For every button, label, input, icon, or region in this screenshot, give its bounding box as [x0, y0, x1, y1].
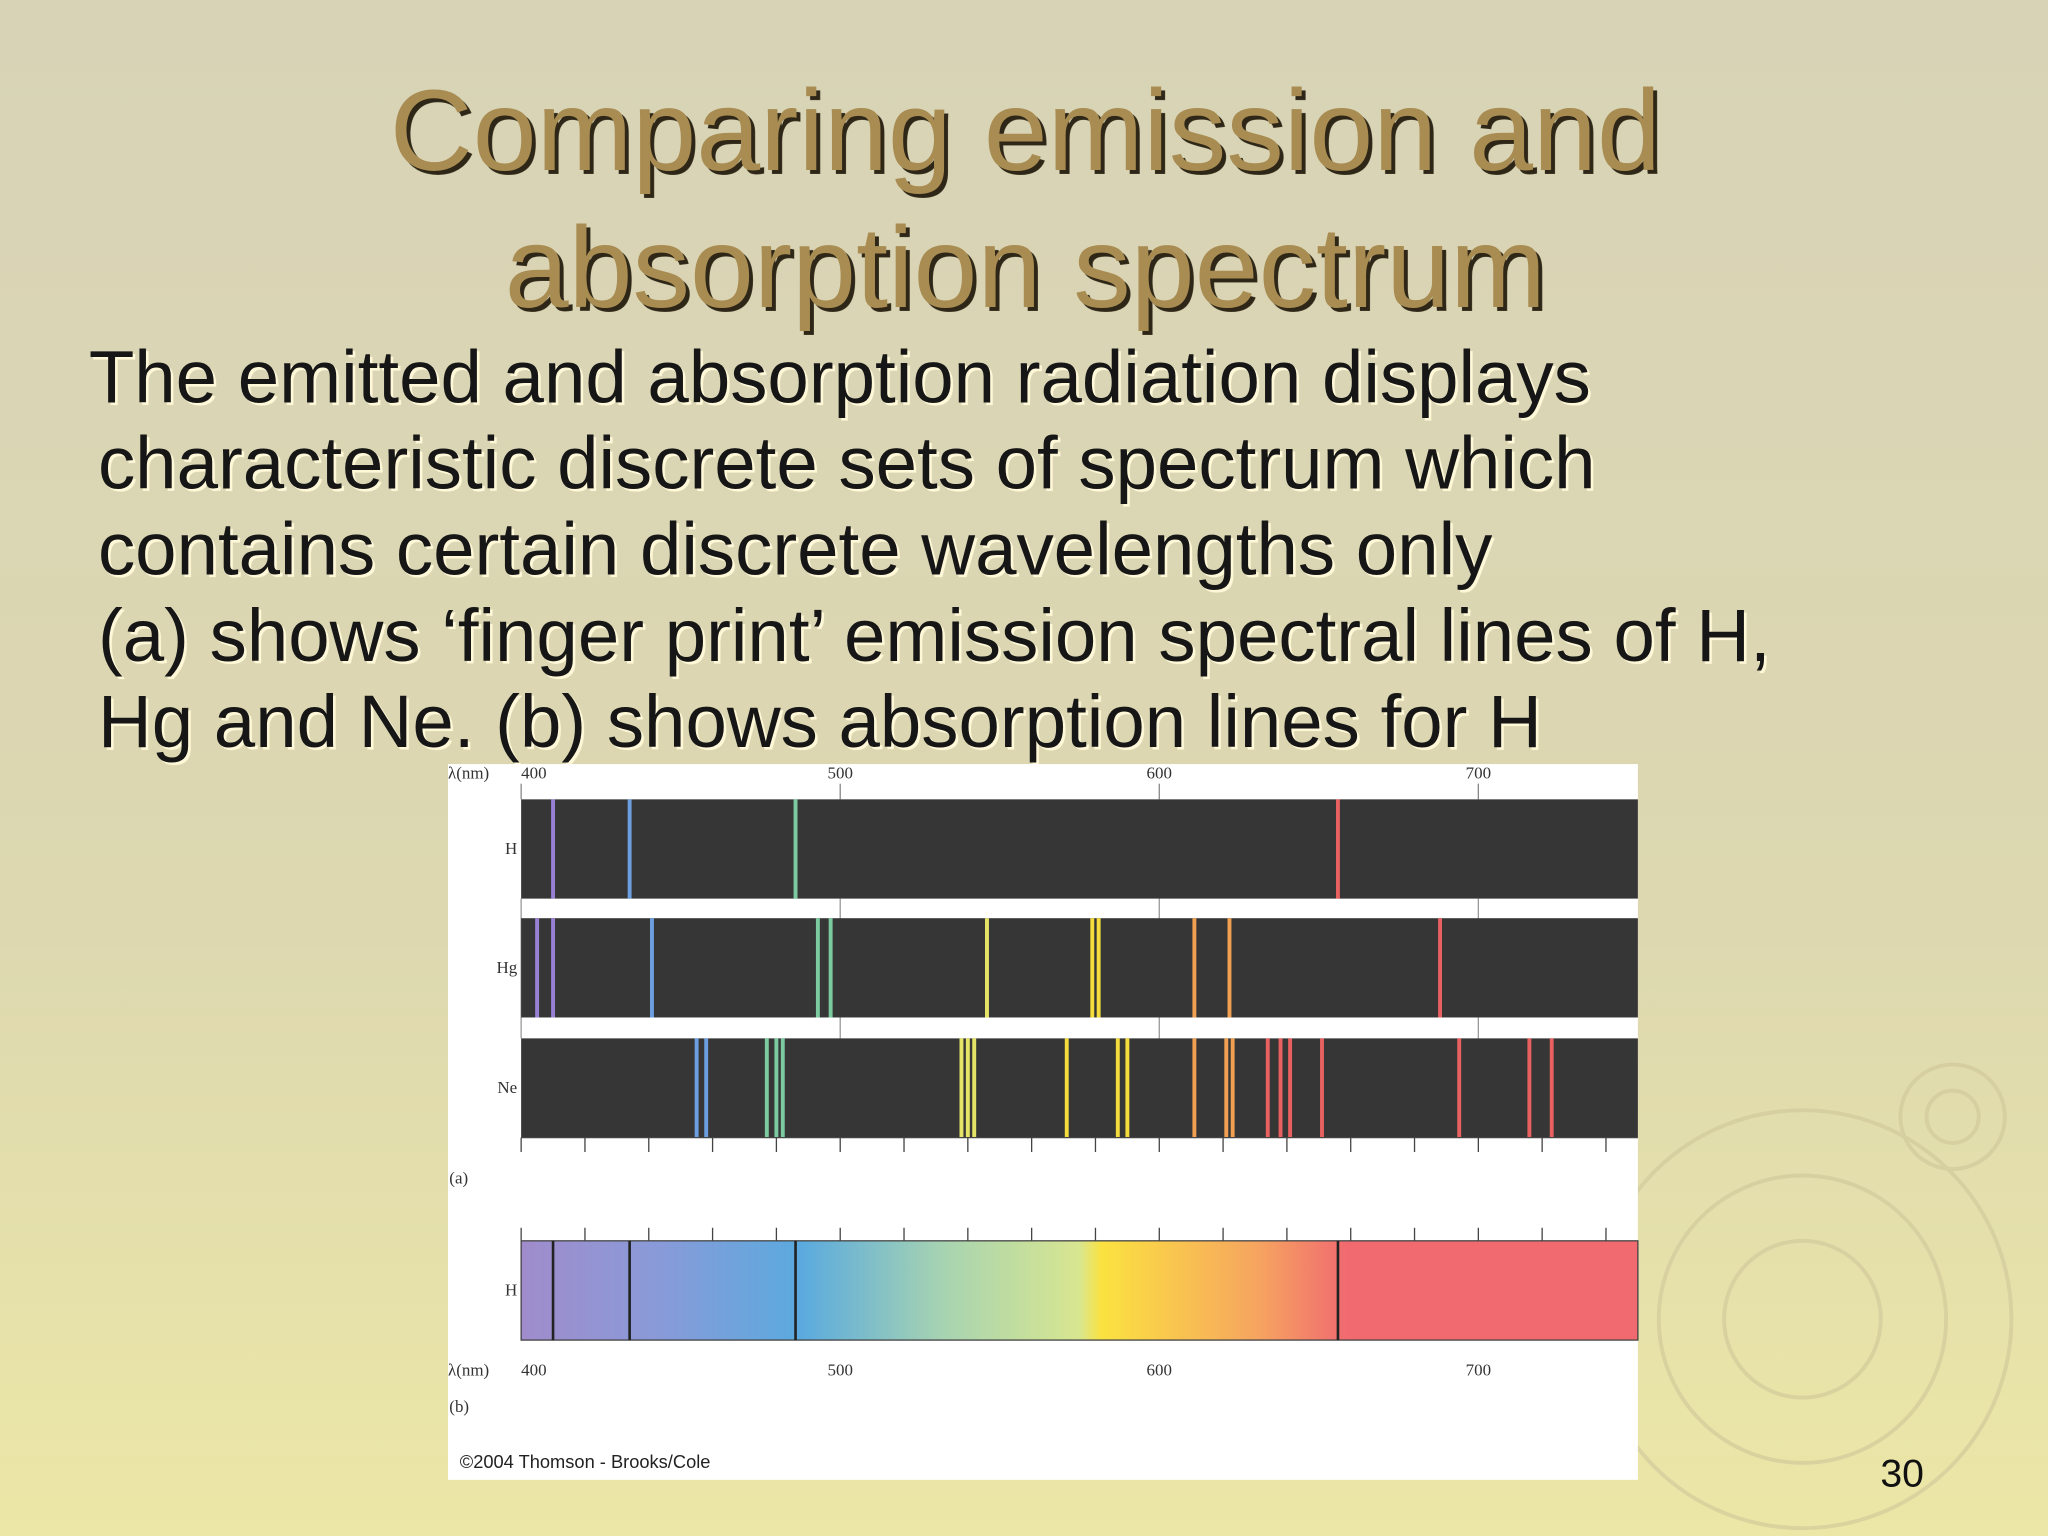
emission-line: [1090, 918, 1095, 1018]
x-tick-label: 700: [1466, 1360, 1491, 1379]
x-tick-label: 500: [827, 763, 852, 782]
emission-line: [1125, 1038, 1130, 1138]
emission-line: [965, 1038, 970, 1138]
emission-line: [815, 918, 820, 1018]
x-axis-label: λ(nm): [448, 763, 489, 782]
emission-line: [694, 1038, 699, 1138]
emission-line: [627, 799, 632, 899]
body-line: (a) shows ‘finger print’ emission spectr…: [98, 594, 1771, 677]
row-label: Ne: [497, 1078, 517, 1097]
emission-line: [1457, 1038, 1462, 1138]
emission-line: [1527, 1038, 1532, 1138]
emission-line: [1549, 1038, 1554, 1138]
title-line: Comparing emission and: [390, 67, 1661, 195]
row-label: Hg: [496, 958, 517, 977]
row-label: H: [505, 839, 517, 858]
emission-line: [704, 1038, 709, 1138]
x-tick-label: 700: [1466, 763, 1491, 782]
emission-line: [1115, 1038, 1120, 1138]
spectrum-row: [521, 799, 1638, 899]
absorption-line: [1336, 1240, 1340, 1341]
emission-line: [1064, 1038, 1069, 1138]
emission-line: [551, 918, 556, 1018]
x-tick-label: 500: [827, 1360, 852, 1379]
absorption-line: [551, 1240, 555, 1341]
body-line: characteristic discrete sets of spectrum…: [98, 421, 1596, 504]
absorption-line: [628, 1240, 631, 1341]
emission-line: [793, 799, 798, 899]
emission-line: [1438, 918, 1443, 1018]
emission-line: [1227, 918, 1232, 1018]
absorption-band: [520, 1240, 1639, 1341]
emission-line: [1320, 1038, 1324, 1138]
emission-line: [764, 1038, 769, 1138]
emission-line: [780, 1038, 785, 1138]
x-tick-label: 600: [1147, 1360, 1172, 1379]
emission-line: [535, 918, 540, 1018]
emission-line: [1335, 799, 1340, 899]
title-line: absorption spectrum: [505, 204, 1546, 332]
page-number: 30: [1880, 1452, 1924, 1495]
spectrum-figure: 400 400 500 500 600 600 700 700 λ(nm) λ(nm) H Hg Ne (…: [448, 763, 1639, 1472]
emission-line: [1265, 1038, 1270, 1138]
panel-label: (b): [449, 1397, 469, 1416]
body-line: The emitted and absorption radiation dis…: [89, 335, 1591, 418]
emission-line: [1288, 1038, 1293, 1138]
x-tick-label: 600: [1147, 763, 1172, 782]
emission-line: [828, 918, 833, 1018]
credit: ©2004 Thomson - Brooks/Cole: [460, 1451, 711, 1472]
emission-line: [650, 918, 654, 1018]
spectrum-row: [521, 1038, 1638, 1138]
x-axis-label: λ(nm): [448, 1360, 489, 1379]
emission-line: [1192, 1038, 1197, 1138]
emission-line: [1192, 918, 1197, 1018]
spectrum-row: [521, 918, 1638, 1018]
body-line: contains certain discrete wavelengths on…: [98, 508, 1493, 591]
emission-line: [959, 1038, 964, 1138]
absorption-line: [794, 1240, 797, 1341]
emission-line: [1230, 1038, 1235, 1138]
x-tick-label: 400: [521, 1360, 546, 1379]
emission-line: [1224, 1038, 1229, 1138]
emission-line: [972, 1038, 977, 1138]
emission-line: [774, 1038, 779, 1138]
emission-line: [1278, 1038, 1283, 1138]
emission-line: [985, 918, 989, 1018]
panel-label: (a): [449, 1168, 468, 1187]
body-line: Hg and Ne. (b) shows absorption lines fo…: [98, 680, 1542, 763]
emission-line: [1096, 918, 1101, 1018]
row-label: H: [505, 1281, 517, 1300]
emission-line: [551, 799, 556, 899]
x-tick-label: 400: [521, 763, 546, 782]
